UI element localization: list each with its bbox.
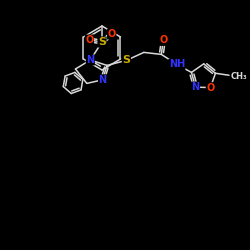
Text: N: N <box>86 55 94 65</box>
Text: O: O <box>206 82 214 92</box>
Text: N: N <box>98 75 107 85</box>
Text: CH₃: CH₃ <box>231 72 248 81</box>
Text: S: S <box>122 56 130 66</box>
Text: S: S <box>98 37 106 47</box>
Text: O: O <box>108 29 116 39</box>
Text: O: O <box>159 36 168 46</box>
Text: N: N <box>192 82 200 92</box>
Text: NH: NH <box>169 60 185 70</box>
Text: O: O <box>85 35 94 45</box>
